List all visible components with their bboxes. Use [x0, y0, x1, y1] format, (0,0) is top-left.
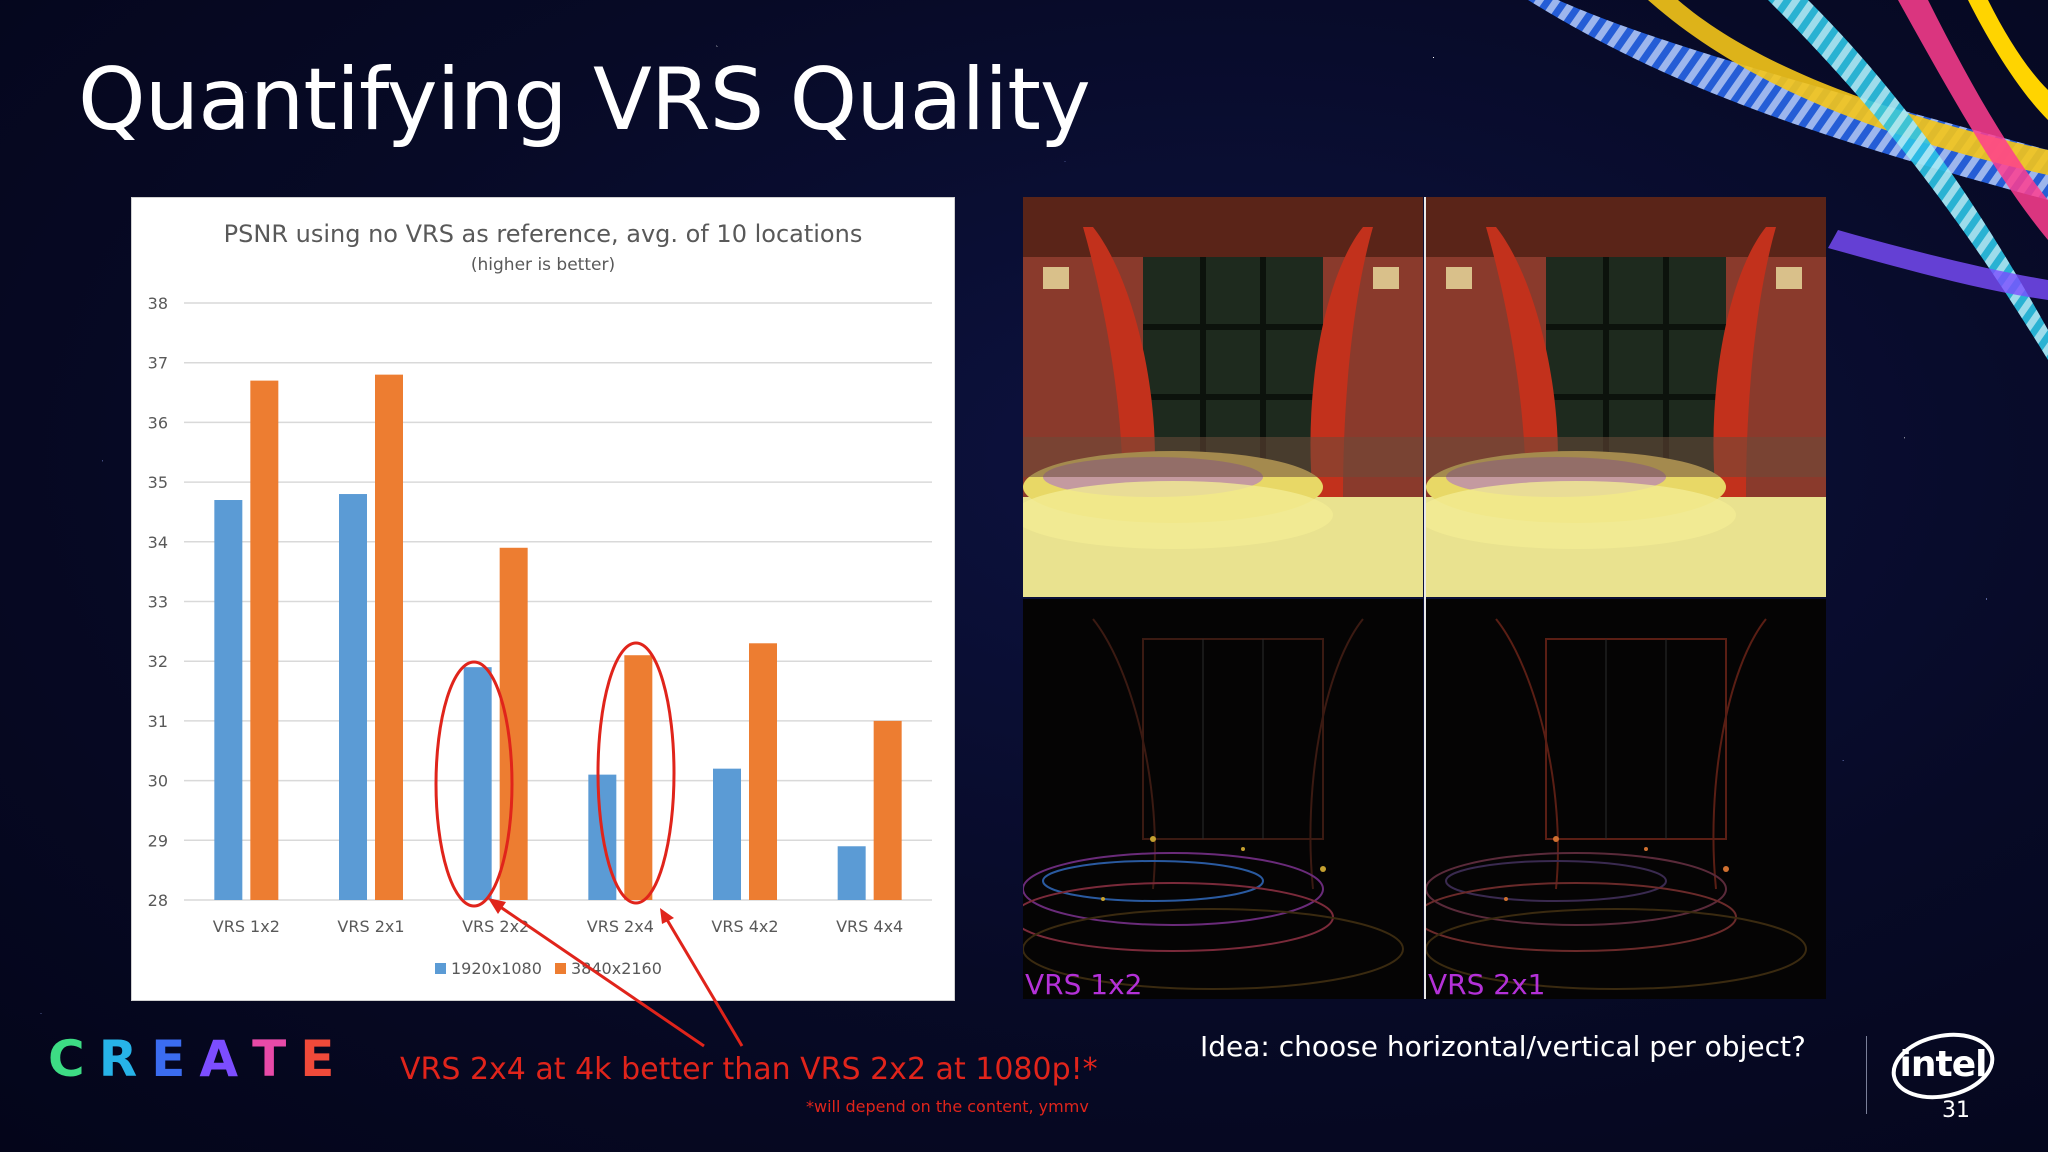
- bar: [499, 547, 528, 900]
- create-logo-letter: R: [98, 1030, 152, 1088]
- legend-swatch: [435, 963, 446, 974]
- bar: [463, 667, 492, 900]
- y-tick-label: 36: [148, 413, 168, 432]
- slide-title: Quantifying VRS Quality: [78, 50, 1091, 150]
- x-tick-label: VRS 4x4: [836, 917, 903, 936]
- x-tick-label: VRS 4x2: [711, 917, 778, 936]
- y-tick-label: 28: [148, 891, 168, 910]
- render-vrs-2x1: [1426, 197, 1826, 597]
- y-tick-label: 29: [148, 831, 168, 850]
- create-logo-letter: E: [300, 1030, 349, 1088]
- y-tick-label: 35: [148, 473, 168, 492]
- x-tick-label: VRS 2x1: [337, 917, 404, 936]
- bar: [837, 846, 866, 900]
- y-tick-label: 37: [148, 354, 168, 373]
- footnote: *will depend on the content, ymmv: [806, 1097, 1089, 1116]
- bar: [588, 774, 617, 900]
- create-logo: CREATE: [48, 1030, 348, 1088]
- y-tick-label: 32: [148, 652, 168, 671]
- create-logo-letter: C: [48, 1030, 99, 1088]
- y-tick-label: 31: [148, 712, 168, 731]
- x-tick-label: VRS 1x2: [213, 917, 280, 936]
- psnr-bar-chart: PSNR using no VRS as reference, avg. of …: [131, 197, 955, 1001]
- bar: [749, 643, 777, 900]
- create-logo-letter: A: [199, 1030, 253, 1088]
- legend-label: 3840x2160: [571, 959, 662, 978]
- bar: [214, 500, 243, 900]
- bar: [339, 494, 367, 900]
- diff-vrs-2x1: [1426, 599, 1826, 999]
- legend-label: 1920x1080: [451, 959, 542, 978]
- bar: [873, 720, 902, 900]
- y-tick-label: 30: [148, 772, 168, 791]
- bar: [624, 655, 653, 900]
- idea-text: Idea: choose horizontal/vertical per obj…: [1200, 1030, 1806, 1063]
- render-grid-divider: [1424, 197, 1426, 999]
- y-tick-label: 33: [148, 593, 168, 612]
- render-vrs-1x2: [1023, 197, 1423, 597]
- create-logo-letter: T: [252, 1030, 301, 1088]
- vrs-2x1-label: VRS 2x1: [1428, 968, 1546, 1001]
- conclusion-annotation: VRS 2x4 at 4k better than VRS 2x2 at 108…: [400, 1052, 1098, 1087]
- intel-logo-text: intel: [1899, 1044, 1988, 1085]
- chart-title: PSNR using no VRS as reference, avg. of …: [224, 220, 863, 248]
- vrs-1x2-label: VRS 1x2: [1025, 968, 1143, 1001]
- bar: [713, 768, 741, 900]
- logo-divider: [1866, 1036, 1867, 1114]
- diff-vrs-1x2: [1023, 599, 1423, 999]
- chart-subtitle: (higher is better): [471, 255, 615, 275]
- x-tick-label: VRS 2x2: [462, 917, 529, 936]
- render-comparison-grid: VRS 1x2 VRS 2x1: [1023, 197, 1826, 1001]
- chart-svg: PSNR using no VRS as reference, avg. of …: [148, 220, 932, 978]
- legend-swatch: [555, 963, 566, 974]
- bar: [375, 374, 403, 900]
- create-logo-letter: E: [151, 1030, 200, 1088]
- y-tick-label: 38: [148, 294, 168, 313]
- intel-logo: intel: [1888, 1030, 1998, 1102]
- page-number: 31: [1942, 1098, 1970, 1123]
- x-tick-label: VRS 2x4: [587, 917, 654, 936]
- bar: [250, 380, 279, 900]
- y-tick-label: 34: [148, 533, 168, 552]
